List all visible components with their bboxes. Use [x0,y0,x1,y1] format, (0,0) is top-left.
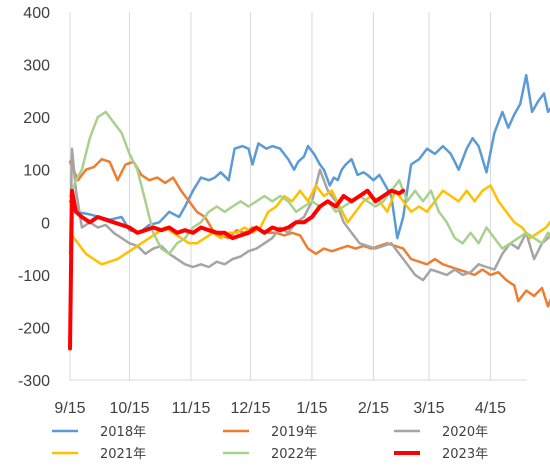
y-axis-tick-labels: -300 -200 -100 0 100 200 300 400 [18,5,50,390]
x-tick-label: 4/15 [475,400,506,417]
legend-label-5: 2023年 [442,447,488,462]
series-line-1 [68,157,550,308]
y-tick-label: 200 [23,110,50,127]
legend-label-4: 2022年 [271,447,317,462]
y-tick-label: -200 [18,320,50,337]
series-line-4 [68,110,550,256]
y-tick-label: 300 [23,58,50,75]
legend-label-0: 2018年 [100,425,146,440]
series-lines [68,73,550,351]
series-line-3 [68,184,550,266]
x-tick-label: 9/15 [54,400,85,417]
y-tick-label: 400 [23,5,50,22]
series-line-5 [68,188,406,351]
x-tick-label: 10/15 [109,400,149,417]
y-tick-label: 0 [41,215,50,232]
x-tick-label: 1/15 [296,400,327,417]
legend-label-3: 2021年 [100,447,146,462]
x-tick-label: 2/15 [358,400,389,417]
y-tick-label: -300 [18,373,50,390]
x-tick-label: 12/15 [230,400,270,417]
series-line-2 [68,147,550,282]
legend-label-1: 2019年 [271,425,317,440]
legend: 2018年 2019年 2020年 2021年 2022年 2023年 [52,425,488,462]
series-line-0 [68,73,550,240]
x-tick-label: 3/15 [413,400,444,417]
y-tick-label: 100 [23,163,50,180]
x-tick-label: 11/15 [172,400,211,417]
x-axis-tick-labels: 9/15 10/15 11/15 12/15 1/15 2/15 3/15 4/15 [54,400,506,417]
legend-label-2: 2020年 [442,425,488,440]
y-tick-label: -100 [18,268,50,285]
